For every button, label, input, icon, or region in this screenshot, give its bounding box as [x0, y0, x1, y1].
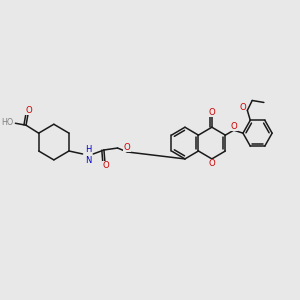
- Text: H
N: H N: [85, 145, 92, 165]
- Text: O: O: [208, 108, 215, 117]
- Text: HO: HO: [2, 118, 14, 127]
- Text: O: O: [26, 106, 32, 115]
- Text: O: O: [208, 159, 215, 168]
- Text: O: O: [103, 161, 109, 170]
- Text: O: O: [124, 142, 130, 152]
- Text: O: O: [230, 122, 237, 131]
- Text: O: O: [239, 103, 246, 112]
